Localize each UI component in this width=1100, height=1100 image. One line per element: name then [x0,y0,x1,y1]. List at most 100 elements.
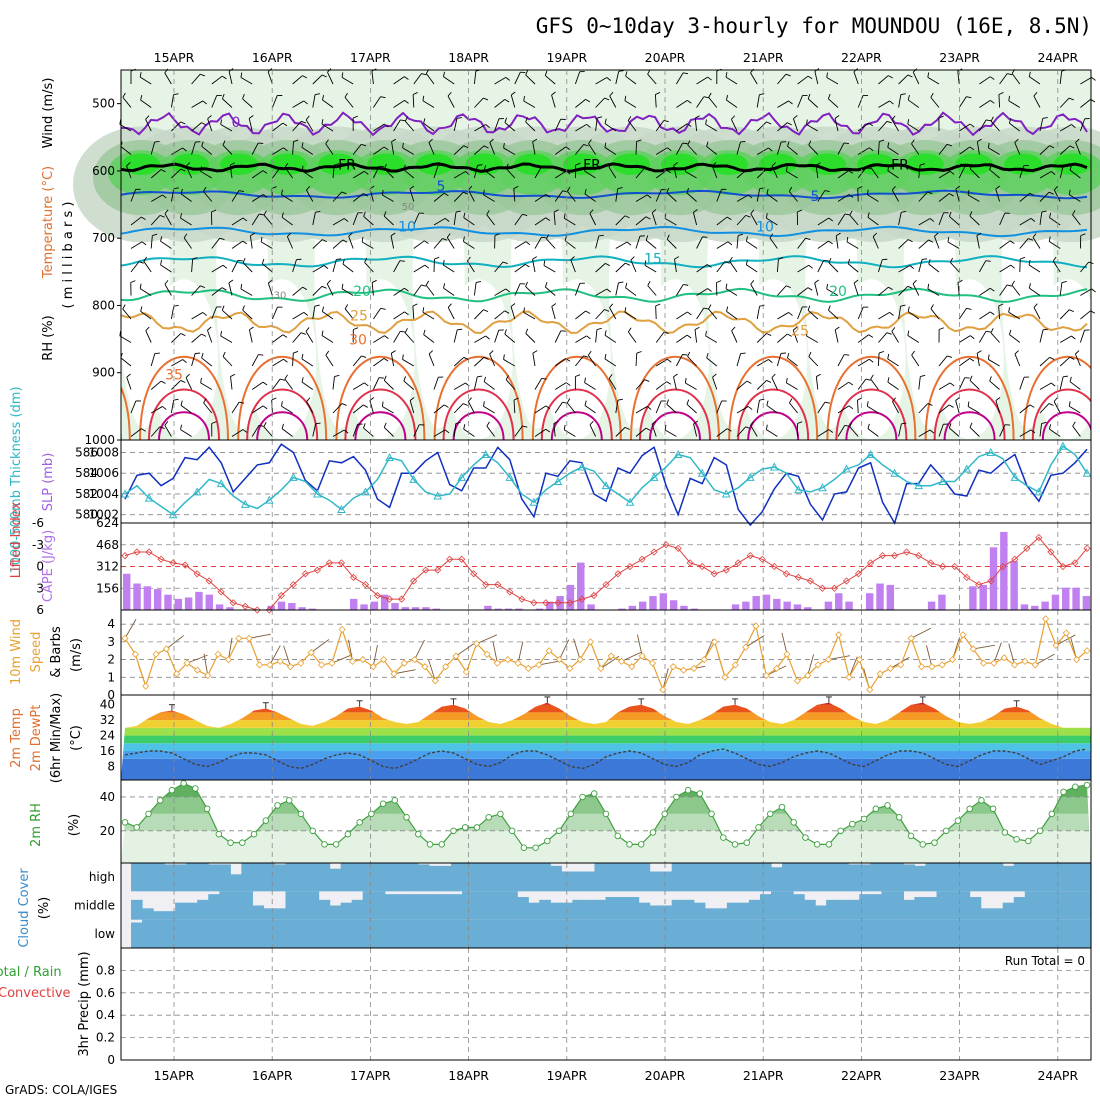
lifted-index-point [758,555,766,563]
wind-barb-flag [807,287,813,291]
cape-bar [835,593,843,610]
wind-barb [726,311,738,320]
rh-point [1072,783,1079,791]
ylabel-speed: Speed [29,632,44,673]
date-label-bottom: 21APR [743,1068,784,1083]
wind-barb-flag [887,353,890,360]
wind-barb-flag [263,422,267,427]
wind-barb [686,403,697,414]
wind-barb [955,188,960,202]
contour-label-repeat: 5 [811,189,820,205]
wind-barb [651,424,657,437]
wind-speed-point [286,663,295,671]
wind-barb-flag [141,428,146,432]
wind-barb [393,76,405,85]
wind-barb-flag [1069,165,1072,171]
wind-barb [422,100,435,108]
lifted-index-point [999,562,1007,571]
wind-barb [999,264,1011,273]
cloud-high-cell [726,863,739,892]
wind-barb [164,425,172,437]
wind-barb-flag [1069,356,1075,360]
wind-barb [655,331,665,343]
cloud-middle-cell [1046,891,1059,920]
lifted-tick-label: 6 [36,603,44,617]
wind-barb [230,376,233,390]
lifted-index-point [277,591,285,600]
wind-barb-flag [203,398,207,404]
cloud-high-cell [892,863,905,892]
wind-barb [352,144,362,155]
wind-barb [797,287,809,296]
wind-barb-flag [180,121,186,125]
cape-bar [566,584,575,610]
wind-barb [857,378,867,390]
cape-bar [1082,596,1091,610]
wind-barb-flag [211,421,217,424]
thickness-point [890,468,899,477]
wind-barb-flag [211,209,217,213]
wind-barb-flag [846,236,849,242]
wind-barb [630,259,637,273]
lifted-tick-label: -3 [32,538,44,552]
wind-barb [305,119,314,132]
wind-barb [373,358,385,367]
wind-barb [716,216,728,226]
wind-barb-flag [143,256,147,262]
wind-barb-flag [765,213,768,219]
cloud-high-cell [219,864,231,892]
wind-barb [958,308,967,320]
wind-barb [538,660,561,666]
wind-barb-flag [465,171,470,175]
wind-barb-flag [947,236,950,243]
wind-barb [615,241,628,249]
cloud-high-cell [296,863,309,892]
wind-barb-flag [766,121,772,125]
wind-barb [958,146,971,155]
wind-barb-flag [126,162,131,167]
wind-barb [352,170,365,179]
wind-barb [281,194,293,202]
wind-barb [1059,97,1070,108]
wind-barb-flag [140,306,143,312]
wind-barb [554,382,567,390]
right-tick-label: 1002 [88,508,119,522]
wind-barb-flag [475,280,482,284]
thickness-point [1010,472,1020,481]
wind-barb-flag [281,189,283,195]
wind-barb-flag [485,335,490,340]
wind-barb [1059,335,1072,343]
cloud-low-cell [495,919,507,948]
wind-barb [797,237,806,249]
wind-barb [203,191,213,202]
wind-barb [130,216,142,226]
wind-barb [383,380,394,390]
wind-barb [534,428,547,437]
rh-point [825,841,833,848]
cloud-high-cell [682,863,695,892]
thickness-point [577,462,587,471]
wind-barb [898,306,902,320]
wind-barb-flag [240,72,243,78]
wind-barb [887,381,899,390]
wind-barb-flag [948,423,952,429]
cape-bar [174,598,183,610]
wind-barb [999,73,1008,85]
wind-barb [494,330,500,343]
cape-bar [350,598,358,610]
wind-barb-flag [927,283,930,289]
thickness-point [457,472,467,481]
wind-barb [776,353,782,367]
wind-barb [891,331,899,343]
y-tick-label: 900 [92,366,115,380]
wind-barb-flag [503,142,505,149]
cloud-high-cell [583,871,596,892]
cape-bar [1041,601,1049,610]
wind-barb [777,73,787,85]
wind-barb-flag [977,138,982,143]
ylabel-2m-rh: 2m RH [29,803,44,847]
wind-barb-flag [423,118,426,124]
ylabel-cape: CAPE (J/kg) [41,530,56,602]
wind-barb-flag [242,429,248,433]
